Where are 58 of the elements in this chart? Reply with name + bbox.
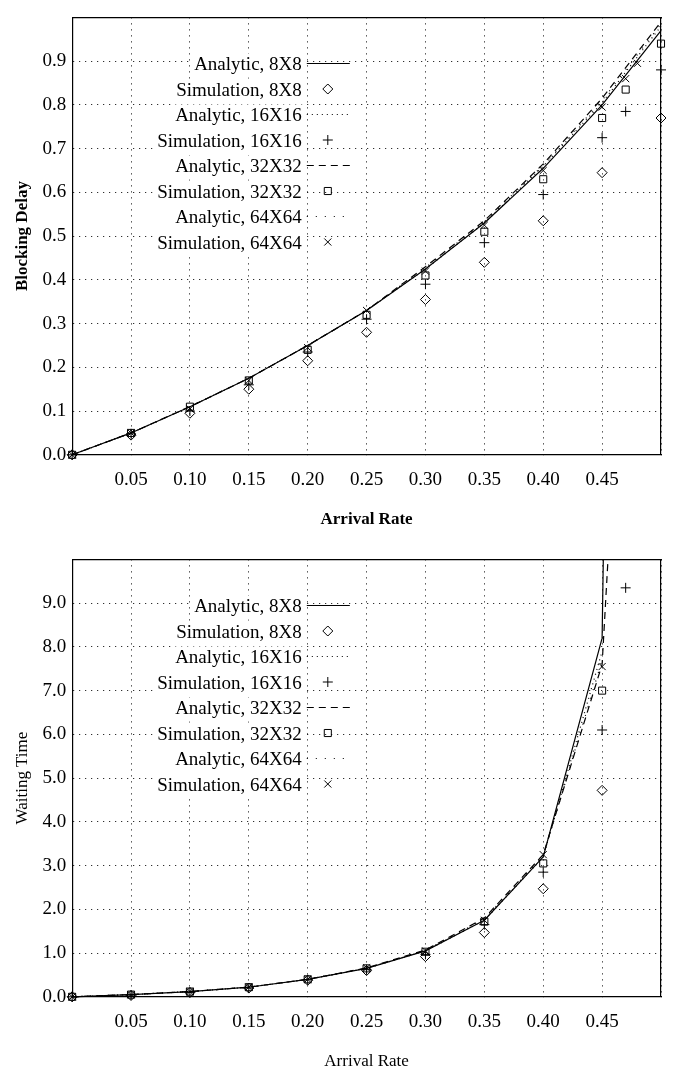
y-tick-label: 0.4 bbox=[42, 267, 67, 289]
y-tick-label: 0.8 bbox=[42, 92, 67, 114]
y-tick-label: 0.5 bbox=[42, 224, 67, 246]
x-tick-label: 0.20 bbox=[291, 468, 325, 490]
legend-label: Analytic, 8X8 bbox=[194, 53, 302, 75]
y-tick-label: 0.2 bbox=[42, 355, 67, 377]
x-tick-label: 0.30 bbox=[408, 1010, 443, 1032]
x-tick-label: 0.35 bbox=[467, 1010, 501, 1032]
x-axis-title: Arrival Rate bbox=[320, 509, 414, 529]
x-tick-label: 0.45 bbox=[585, 1010, 619, 1032]
legend-label: Analytic, 32X32 bbox=[175, 155, 302, 177]
y-tick-label: 0.0 bbox=[42, 984, 67, 1006]
x-tick-label: 0.05 bbox=[114, 1010, 148, 1032]
legend-label: Simulation, 8X8 bbox=[176, 621, 302, 642]
y-axis-title: Blocking Delay bbox=[11, 180, 31, 292]
x-tick-label: 0.10 bbox=[173, 468, 207, 490]
y-tick-label: 8.0 bbox=[42, 634, 67, 656]
x-tick-label: 0.25 bbox=[349, 1010, 384, 1032]
x-tick-label: 0.05 bbox=[114, 468, 148, 490]
x-tick-label: 0.45 bbox=[585, 468, 619, 490]
y-tick-label: 6.0 bbox=[42, 722, 67, 744]
y-tick-label: 0.3 bbox=[42, 311, 67, 333]
legend-label: Simulation, 32X32 bbox=[157, 723, 302, 744]
y-tick-label: 5.0 bbox=[42, 766, 67, 788]
legend-label: Simulation, 16X16 bbox=[157, 130, 302, 151]
x-axis-title: Arrival Rate bbox=[324, 1051, 409, 1071]
x-tick-label: 0.10 bbox=[173, 1010, 207, 1032]
y-tick-label: 0.7 bbox=[42, 136, 67, 158]
legend-label: Simulation, 64X64 bbox=[157, 774, 303, 795]
y-axis-title: Waiting Time bbox=[11, 731, 31, 825]
y-tick-label: 7.0 bbox=[42, 678, 67, 700]
x-tick-label: 0.40 bbox=[526, 468, 560, 490]
y-tick-label: 0.1 bbox=[42, 399, 67, 421]
legend-label: Analytic, 64X64 bbox=[175, 748, 303, 770]
y-tick-label: 0.0 bbox=[42, 442, 67, 464]
y-tick-label: 0.6 bbox=[42, 180, 67, 202]
y-tick-label: 1.0 bbox=[42, 941, 67, 963]
legend-label: Analytic, 64X64 bbox=[175, 206, 303, 228]
x-tick-label: 0.20 bbox=[291, 1010, 325, 1032]
legend-label: Simulation, 32X32 bbox=[157, 181, 302, 202]
legend-label: Simulation, 8X8 bbox=[176, 79, 302, 100]
y-tick-label: 4.0 bbox=[42, 809, 67, 831]
x-tick-label: 0.35 bbox=[467, 468, 501, 490]
legend-label: Simulation, 16X16 bbox=[157, 672, 302, 693]
x-tick-label: 0.25 bbox=[349, 468, 384, 490]
x-tick-label: 0.15 bbox=[232, 1010, 266, 1032]
x-tick-label: 0.15 bbox=[232, 468, 266, 490]
y-tick-label: 0.9 bbox=[42, 49, 67, 71]
y-tick-label: 2.0 bbox=[42, 897, 67, 919]
x-tick-label: 0.30 bbox=[408, 468, 443, 490]
legend-label: Simulation, 64X64 bbox=[157, 232, 303, 253]
y-tick-label: 9.0 bbox=[42, 591, 67, 613]
legend-label: Analytic, 8X8 bbox=[194, 595, 302, 617]
legend-label: Analytic, 16X16 bbox=[175, 646, 302, 668]
legend-label: Analytic, 32X32 bbox=[175, 697, 302, 719]
x-tick-label: 0.40 bbox=[526, 1010, 560, 1032]
legend-label: Analytic, 16X16 bbox=[175, 104, 302, 126]
y-tick-label: 3.0 bbox=[42, 853, 67, 875]
